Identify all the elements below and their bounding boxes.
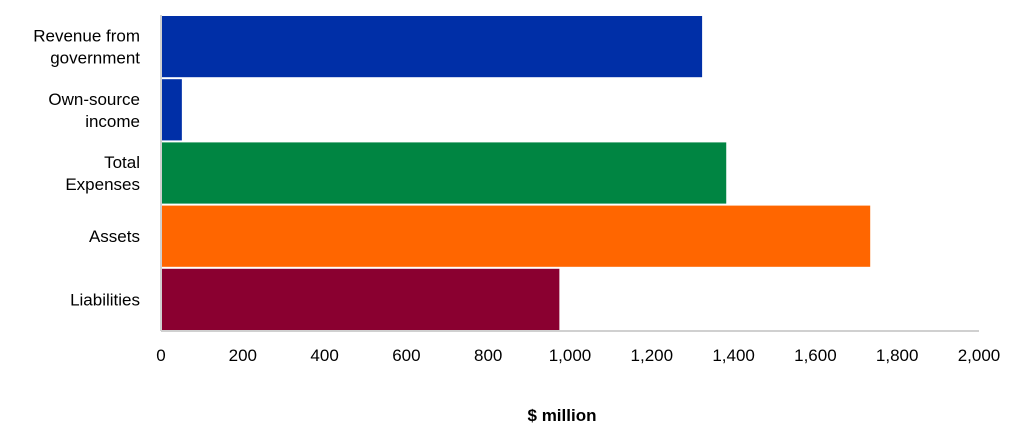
x-tick-label: 800 <box>474 346 502 365</box>
bar <box>161 79 182 141</box>
category-labels: Revenue from government Own-source income To… <box>33 27 140 310</box>
category-label: Own-source income <box>48 90 140 131</box>
x-tick-label: 1,400 <box>712 346 755 365</box>
bar <box>161 16 703 78</box>
category-label: Revenue from government <box>33 27 140 68</box>
x-tick-label: 400 <box>310 346 338 365</box>
category-label: Total Expenses <box>65 153 140 194</box>
bar <box>161 268 560 330</box>
x-tick-label: 1,800 <box>876 346 919 365</box>
bars <box>161 16 871 330</box>
x-tick-label: 1,600 <box>794 346 837 365</box>
bar <box>161 142 727 204</box>
category-label: Liabilities <box>70 290 140 309</box>
category-label: Assets <box>89 227 140 246</box>
x-tick-label: 600 <box>392 346 420 365</box>
bar <box>161 205 871 267</box>
x-tick-label: 1,000 <box>549 346 592 365</box>
x-tick-label: 0 <box>156 346 165 365</box>
x-axis-label: $ million <box>528 406 597 425</box>
x-tick-label: 2,000 <box>958 346 1001 365</box>
x-tick-label: 1,200 <box>631 346 674 365</box>
x-tick-label: 200 <box>229 346 257 365</box>
x-tick-labels: 0 200 400 600 800 1,000 1,200 1,400 1,600 1,800 2,… <box>156 346 1000 365</box>
